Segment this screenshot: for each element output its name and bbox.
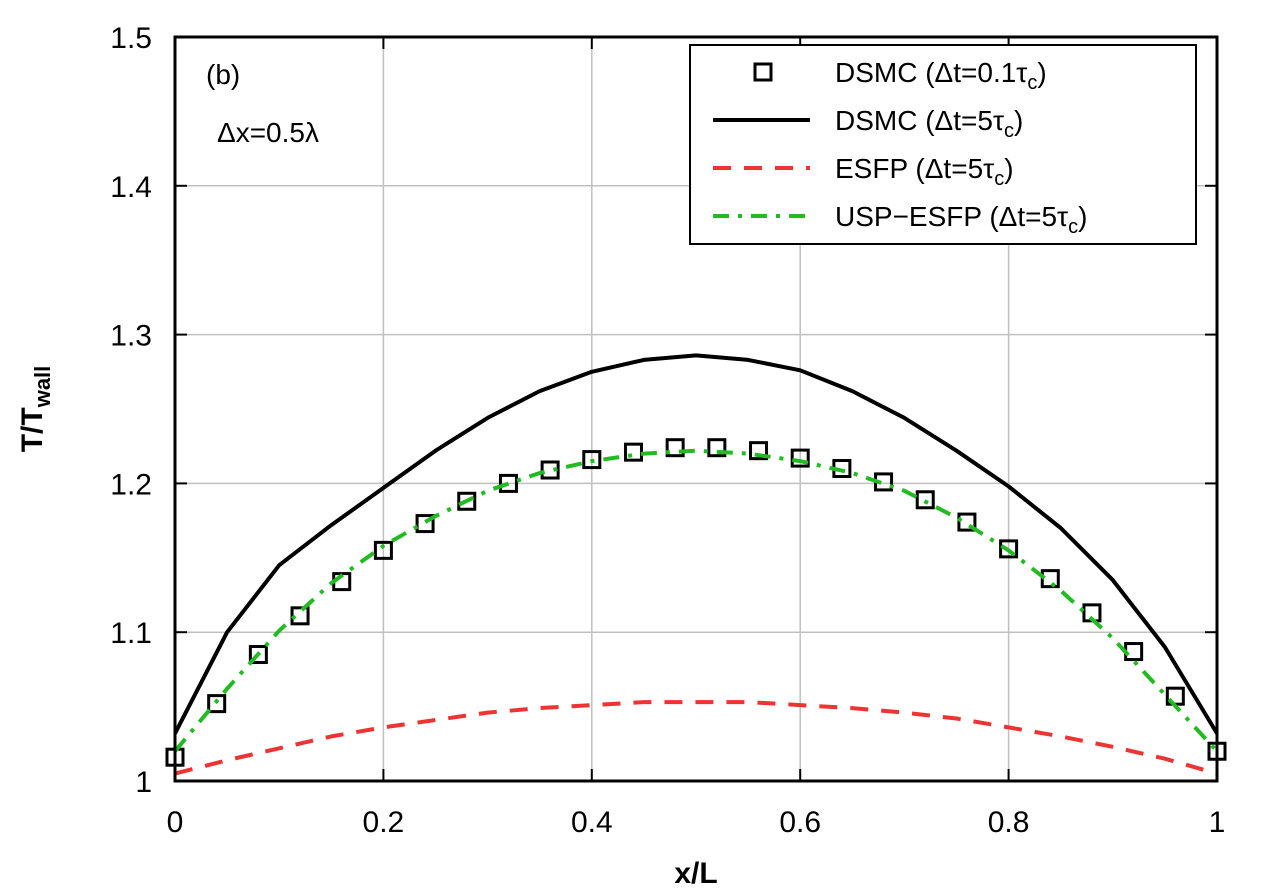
annotation-grid-spacing: Δx=0.5λ xyxy=(217,117,319,148)
legend-label-end: ) xyxy=(1004,153,1013,184)
y-tick-label: 1 xyxy=(135,766,152,799)
x-axis-label: x/L xyxy=(674,857,717,890)
data-point-dsmc-reference xyxy=(707,438,727,458)
data-point-dsmc-reference xyxy=(540,460,560,480)
legend-label-main: DSMC (Δt=5τ xyxy=(835,105,1004,136)
y-tick-label: 1.5 xyxy=(110,22,152,55)
x-tick-label: 0.8 xyxy=(988,806,1030,839)
legend-label-main: DSMC (Δt=0.1τ xyxy=(835,57,1027,88)
legend-label-sub: c xyxy=(1027,72,1037,94)
data-point-dsmc-reference xyxy=(957,512,977,532)
legend-marker xyxy=(753,62,773,82)
x-tick-label: 0.2 xyxy=(363,806,405,839)
legend-label-main: USP−ESFP (Δt=5τ xyxy=(835,201,1068,232)
data-point-dsmc-reference xyxy=(207,694,227,714)
legend-label-end: ) xyxy=(1037,57,1046,88)
legend: DSMC (Δt=0.1τc)DSMC (Δt=5τc)ESFP (Δt=5τc… xyxy=(689,44,1197,245)
legend-label-main: ESFP (Δt=5τ xyxy=(835,153,994,184)
legend-entries: DSMC (Δt=0.1τc)DSMC (Δt=5τc)ESFP (Δt=5τc… xyxy=(713,57,1087,238)
data-point-dsmc-reference xyxy=(999,539,1019,559)
legend-label-end: ) xyxy=(1078,201,1087,232)
series-line-2 xyxy=(173,353,1219,735)
x-tick-label: 0.4 xyxy=(571,806,613,839)
legend-label-sub: c xyxy=(994,168,1004,190)
data-point-dsmc-reference xyxy=(415,514,435,534)
axis-ticks: 0 0.2 0.4 0.6 0.8 1 1 1.1 1.2 1.3 1.4 1.5 xyxy=(110,22,1225,839)
data-point-dsmc-reference xyxy=(665,438,685,458)
legend-label: DSMC (Δt=5τc) xyxy=(835,105,1023,142)
y-axis-label: T/Twall xyxy=(16,366,55,453)
data-point-dsmc-reference xyxy=(290,606,310,626)
series-line-4 xyxy=(173,448,1219,753)
x-tick-label: 1 xyxy=(1209,806,1226,839)
legend-label: USP−ESFP (Δt=5τc) xyxy=(835,201,1087,238)
data-point-dsmc-reference xyxy=(915,490,935,510)
annotation-panel-label: (b) xyxy=(206,59,240,90)
data-point-dsmc-reference xyxy=(248,645,268,665)
data-point-dsmc-reference xyxy=(457,491,477,511)
data-point-dsmc-reference xyxy=(749,441,769,461)
data-point-dsmc-reference xyxy=(373,540,393,560)
plot-frame xyxy=(173,35,1219,783)
data-point-dsmc-reference xyxy=(582,450,602,470)
legend-box xyxy=(689,44,1197,245)
y-axis-label-main: T/T xyxy=(16,407,49,452)
legend-label-sub: c xyxy=(1068,216,1078,238)
legend-label: ESFP (Δt=5τc) xyxy=(835,153,1014,190)
y-tick-label: 1.1 xyxy=(110,617,152,650)
series-line-3 xyxy=(174,700,1218,776)
y-tick-label: 1.3 xyxy=(110,320,152,353)
y-axis-label-sub: wall xyxy=(30,366,55,409)
x-tick-label: 0.6 xyxy=(779,806,821,839)
legend-label-sub: c xyxy=(1004,120,1014,142)
x-tick-label: 0 xyxy=(167,806,184,839)
legend-label-end: ) xyxy=(1014,105,1023,136)
data-series xyxy=(165,353,1227,776)
y-tick-label: 1.4 xyxy=(110,171,152,204)
y-tick-label: 1.2 xyxy=(110,468,152,501)
data-point-dsmc-reference xyxy=(498,473,518,493)
data-point-dsmc-reference xyxy=(790,448,810,468)
legend-label: DSMC (Δt=0.1τc) xyxy=(835,57,1047,94)
